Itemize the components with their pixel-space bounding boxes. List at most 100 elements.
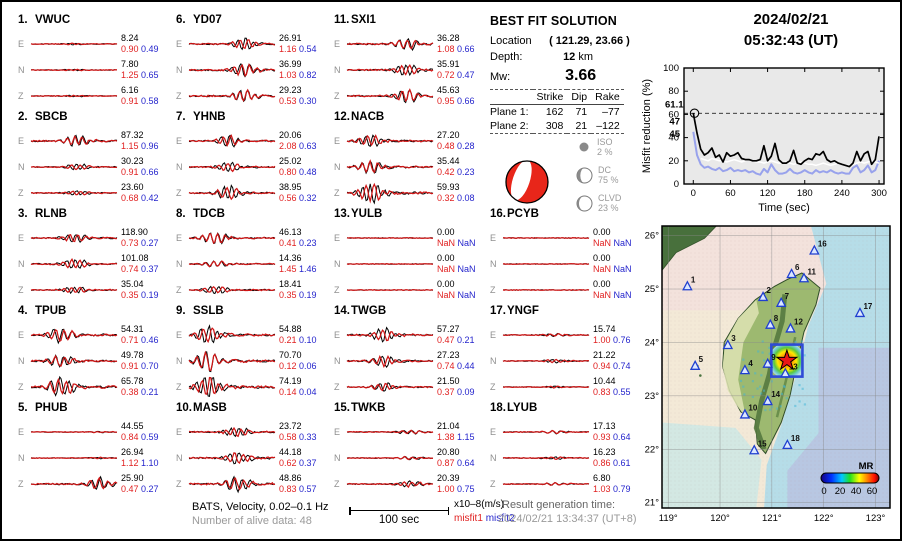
location-row: Location ( 121.29, 23.66 ) xyxy=(490,35,648,47)
svg-text:60: 60 xyxy=(725,188,736,199)
component-row: Z 25.90 0.47 0.27 xyxy=(18,471,176,497)
component-values: 21.04 1.38 1.15 xyxy=(437,421,475,443)
station-number: 10. xyxy=(176,402,192,414)
station-marker-label: 10 xyxy=(748,404,757,413)
misfit1-value: NaN xyxy=(437,290,456,300)
waveform xyxy=(346,480,434,489)
station-marker xyxy=(748,444,760,455)
component-values: 38.95 0.56 0.32 xyxy=(279,182,317,204)
component-values: 6.16 0.91 0.58 xyxy=(121,85,159,107)
component-values: 20.39 1.00 0.75 xyxy=(437,473,475,495)
channel-label: E xyxy=(18,39,25,49)
svg-text:100: 100 xyxy=(663,63,679,74)
misfit-values: 0.47 0.21 xyxy=(437,335,475,346)
component-row: Z 29.23 0.53 0.30 xyxy=(176,83,334,109)
component-values: 21.22 0.94 0.74 xyxy=(593,350,631,372)
misfit1-value: 0.94 xyxy=(593,361,611,371)
waveform xyxy=(188,475,276,494)
amplitude-value: 48.86 xyxy=(279,473,302,484)
waveform xyxy=(502,429,590,435)
channel-label: Z xyxy=(18,91,24,101)
amplitude-value: 44.55 xyxy=(121,421,144,432)
station-marker xyxy=(722,339,734,350)
iso-icon xyxy=(579,142,589,152)
misfit-values: 0.42 0.23 xyxy=(437,167,475,178)
lon-tick-label: 121° xyxy=(762,513,782,524)
amplitude-value: 74.19 xyxy=(279,376,302,387)
station-block: 15.TWKB E 21.04 1.38 1.15 N 20.80 0.87 0.64 Z 20… xyxy=(334,402,492,499)
station-code: SXI1 xyxy=(351,14,376,26)
misfit1-value: 0.35 xyxy=(121,290,139,300)
component-values: 118.90 0.73 0.27 xyxy=(121,227,159,249)
station-marker-label: 17 xyxy=(863,302,872,311)
misfit-values: 0.47 0.27 xyxy=(121,484,159,495)
plane1-strike: 162 xyxy=(545,106,564,118)
plane2-dip: 21 xyxy=(575,120,588,132)
amplitude-value: 8.24 xyxy=(121,33,139,44)
waveform xyxy=(346,455,434,461)
component-row: Z 65.78 0.38 0.21 xyxy=(18,374,176,400)
misfit1-value: 0.83 xyxy=(279,484,297,494)
misfit-values: 0.94 0.74 xyxy=(593,361,631,372)
channel-label: N xyxy=(334,453,341,463)
misfit1-value: 1.08 xyxy=(437,44,455,54)
misfit2-value: NaN xyxy=(457,264,476,274)
amplitude-value: 59.93 xyxy=(437,182,460,193)
amplitude-value: 6.80 xyxy=(593,473,611,484)
lon-tick-label: 122° xyxy=(814,513,834,524)
component-values: 36.99 1.03 0.82 xyxy=(279,59,317,81)
channel-label: Z xyxy=(18,479,24,489)
component-row: Z 18.41 0.35 0.19 xyxy=(176,277,334,303)
plane2-rake: –122 xyxy=(596,120,620,132)
synthetic-trace xyxy=(502,456,590,461)
station-block: 11. SXI1 E 36.28 1.08 0.66 N 35.91 0.72 0.47 Z 45… xyxy=(334,14,492,111)
station-marker-label: 7 xyxy=(785,292,790,301)
channel-label: N xyxy=(18,162,25,172)
synthetic-trace xyxy=(346,237,433,239)
misfit-values: 0.12 0.06 xyxy=(279,361,317,372)
lat-tick-label: 22° xyxy=(645,444,660,455)
component-row: E 17.13 0.93 0.64 xyxy=(490,419,648,445)
component-row: N 0.00 NaN NaN xyxy=(490,251,648,277)
component-row: Z 20.39 1.00 0.75 xyxy=(334,471,492,497)
clvd-pct: 23 % xyxy=(598,203,619,214)
channel-label: Z xyxy=(334,479,340,489)
misfit-values: 0.53 0.30 xyxy=(279,96,317,107)
misfit2-value: 0.23 xyxy=(457,167,475,177)
misfit1-value: 0.71 xyxy=(121,335,139,345)
synthetic-trace xyxy=(31,164,118,171)
synthetic-trace xyxy=(189,39,276,50)
channel-label: E xyxy=(176,330,183,340)
synthetic-trace xyxy=(346,354,434,368)
waveform xyxy=(30,354,118,368)
component-values: 27.20 0.48 0.28 xyxy=(437,130,475,152)
waveform xyxy=(188,134,276,148)
waveform xyxy=(188,88,276,103)
colorbar-tick: 20 xyxy=(835,486,846,497)
misfit-values: 2.08 0.63 xyxy=(279,141,317,152)
component-values: 48.86 0.83 0.57 xyxy=(279,473,317,495)
amplitude-value: 21.04 xyxy=(437,421,460,432)
misfit2-value: 0.96 xyxy=(141,141,159,151)
station-marker-label: 3 xyxy=(731,334,736,343)
synthetic-trace xyxy=(188,350,276,372)
misfit1-value: 0.95 xyxy=(437,96,455,106)
amplitude-value: 0.00 xyxy=(593,227,611,238)
col-strike: Strike xyxy=(532,89,568,105)
waveform xyxy=(30,42,118,46)
lat-tick-label: 24° xyxy=(645,337,660,348)
amplitude-value: 25.90 xyxy=(121,473,144,484)
plane-table: Strike Dip Rake Plane 1: 162 71 –77 Plan… xyxy=(490,89,624,134)
synthetic-trace xyxy=(30,94,118,98)
misfit1-value: 0.90 xyxy=(121,44,139,54)
waveform xyxy=(30,475,118,490)
misfit2-value: 0.27 xyxy=(141,484,159,494)
misfit1-value: 0.80 xyxy=(279,167,297,177)
component-row: E 0.00 NaN NaN xyxy=(334,225,492,251)
component-values: 44.18 0.62 0.37 xyxy=(279,447,317,469)
amplitude-value: 16.23 xyxy=(593,447,616,458)
channel-label: Z xyxy=(176,188,182,198)
lat-tick-label: 25° xyxy=(645,284,660,295)
station-marker xyxy=(762,357,773,368)
channel-label: Z xyxy=(334,91,340,101)
